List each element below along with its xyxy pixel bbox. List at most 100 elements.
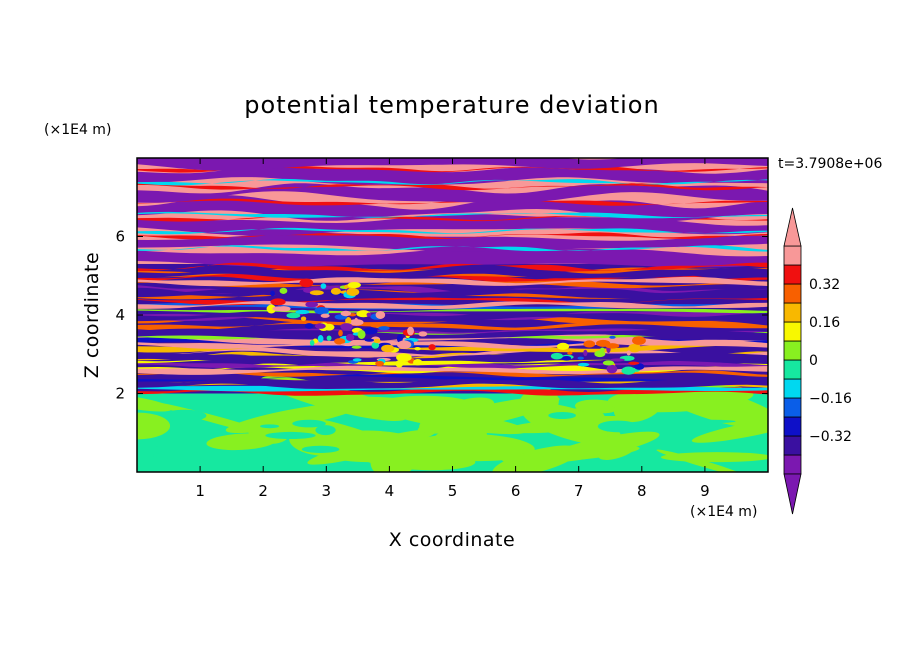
field-blob <box>414 347 421 351</box>
colorbar-segment <box>783 397 802 418</box>
colorbar-segment <box>783 302 802 323</box>
field-band <box>137 211 768 219</box>
field-blob <box>270 298 286 306</box>
colorbar-tick-label: −0.32 <box>809 429 852 445</box>
field-blob <box>334 338 346 345</box>
x-unit-label: (×1E4 m) <box>690 504 757 520</box>
field-band <box>137 369 768 378</box>
field-blob <box>548 411 576 420</box>
field-blob <box>395 360 404 368</box>
field-blob <box>628 343 641 353</box>
field-blob <box>217 403 250 409</box>
field-blob <box>583 340 596 348</box>
x-axis-label: X coordinate <box>389 529 515 551</box>
field-blob <box>340 323 353 331</box>
field-blob <box>265 431 316 440</box>
field-blob <box>428 344 436 351</box>
field-blob <box>364 338 375 342</box>
field-blob <box>396 340 412 349</box>
field-blob <box>550 352 563 360</box>
field-band <box>137 360 768 370</box>
x-tick-label: 7 <box>574 482 584 500</box>
field-blob <box>320 283 327 289</box>
field-band <box>137 377 768 389</box>
y-axis-label: Z coordinate <box>81 252 103 378</box>
field-blob <box>396 353 412 362</box>
field-band <box>137 183 768 191</box>
colorbar-segment <box>783 416 802 437</box>
field-blob <box>396 334 403 343</box>
field-blob <box>338 329 343 337</box>
field-blob <box>154 443 198 456</box>
field-band <box>137 178 768 186</box>
field-band <box>137 352 768 364</box>
field-blob <box>300 316 307 321</box>
field-blob <box>594 350 606 358</box>
field-blob <box>595 339 611 347</box>
field-blob <box>553 367 559 371</box>
field-blob <box>373 338 381 344</box>
field-blob <box>225 402 362 433</box>
field-blob <box>634 363 645 370</box>
field-blob <box>326 335 332 341</box>
colorbar-tick-label: 0.16 <box>809 315 840 331</box>
field-blob <box>345 316 352 325</box>
field-blob <box>597 420 638 433</box>
field-band <box>137 300 768 309</box>
field-blob <box>320 313 330 318</box>
field-blob <box>378 326 390 331</box>
field-blob <box>567 351 573 355</box>
field-blob <box>292 419 326 428</box>
field-blob <box>577 362 590 367</box>
chart-title: potential temperature deviation <box>244 91 659 119</box>
field-blob <box>363 327 378 335</box>
x-tick-label: 1 <box>195 482 205 500</box>
x-axis: 1 2 3 4 5 6 7 8 9 <box>195 158 710 500</box>
field-blob <box>172 457 209 470</box>
colorbar-max-extension <box>783 207 802 247</box>
field-blob <box>340 343 356 347</box>
x-tick-label: 9 <box>700 482 710 500</box>
field-blob <box>304 323 314 329</box>
field-band <box>137 158 768 171</box>
field-band <box>137 287 768 299</box>
field-blob <box>345 333 355 342</box>
field-band <box>137 150 768 157</box>
field-blob <box>330 287 341 295</box>
field-band <box>137 262 768 272</box>
field-blob <box>315 425 336 436</box>
field-blob <box>286 312 301 319</box>
field-blob <box>375 360 384 367</box>
field-blob <box>357 329 366 339</box>
colorbar-segment <box>783 264 802 285</box>
field-blob <box>305 301 318 308</box>
field-blob <box>628 361 640 365</box>
y-unit-label: (×1E4 m) <box>44 122 111 138</box>
field-blob <box>602 360 615 366</box>
y-axis: 2 4 6 <box>115 228 768 403</box>
field-blob <box>279 287 288 294</box>
field-blob <box>626 350 631 356</box>
field-blob <box>686 419 736 424</box>
field-band <box>137 328 768 341</box>
field-blob <box>346 288 360 296</box>
field-band <box>137 308 768 314</box>
field-band <box>137 227 768 235</box>
field-blob <box>323 323 335 331</box>
colorbar-segment <box>783 340 802 361</box>
field-blob <box>295 309 310 315</box>
time-label: t=3.7908e+06 <box>778 156 882 172</box>
field-blob <box>362 449 476 471</box>
field-band <box>137 339 768 349</box>
colorbar-tick-label: 0 <box>809 353 818 369</box>
x-tick-label: 3 <box>322 482 332 500</box>
field-blob <box>266 304 277 314</box>
field-blob <box>691 416 768 443</box>
y-tick-label: 4 <box>115 306 125 324</box>
x-tick-label: 6 <box>511 482 521 500</box>
field-blob <box>371 342 380 349</box>
field-blob <box>381 344 395 353</box>
y-tick-label: 2 <box>115 385 125 403</box>
field-band <box>137 232 768 252</box>
field-blob <box>340 310 352 317</box>
